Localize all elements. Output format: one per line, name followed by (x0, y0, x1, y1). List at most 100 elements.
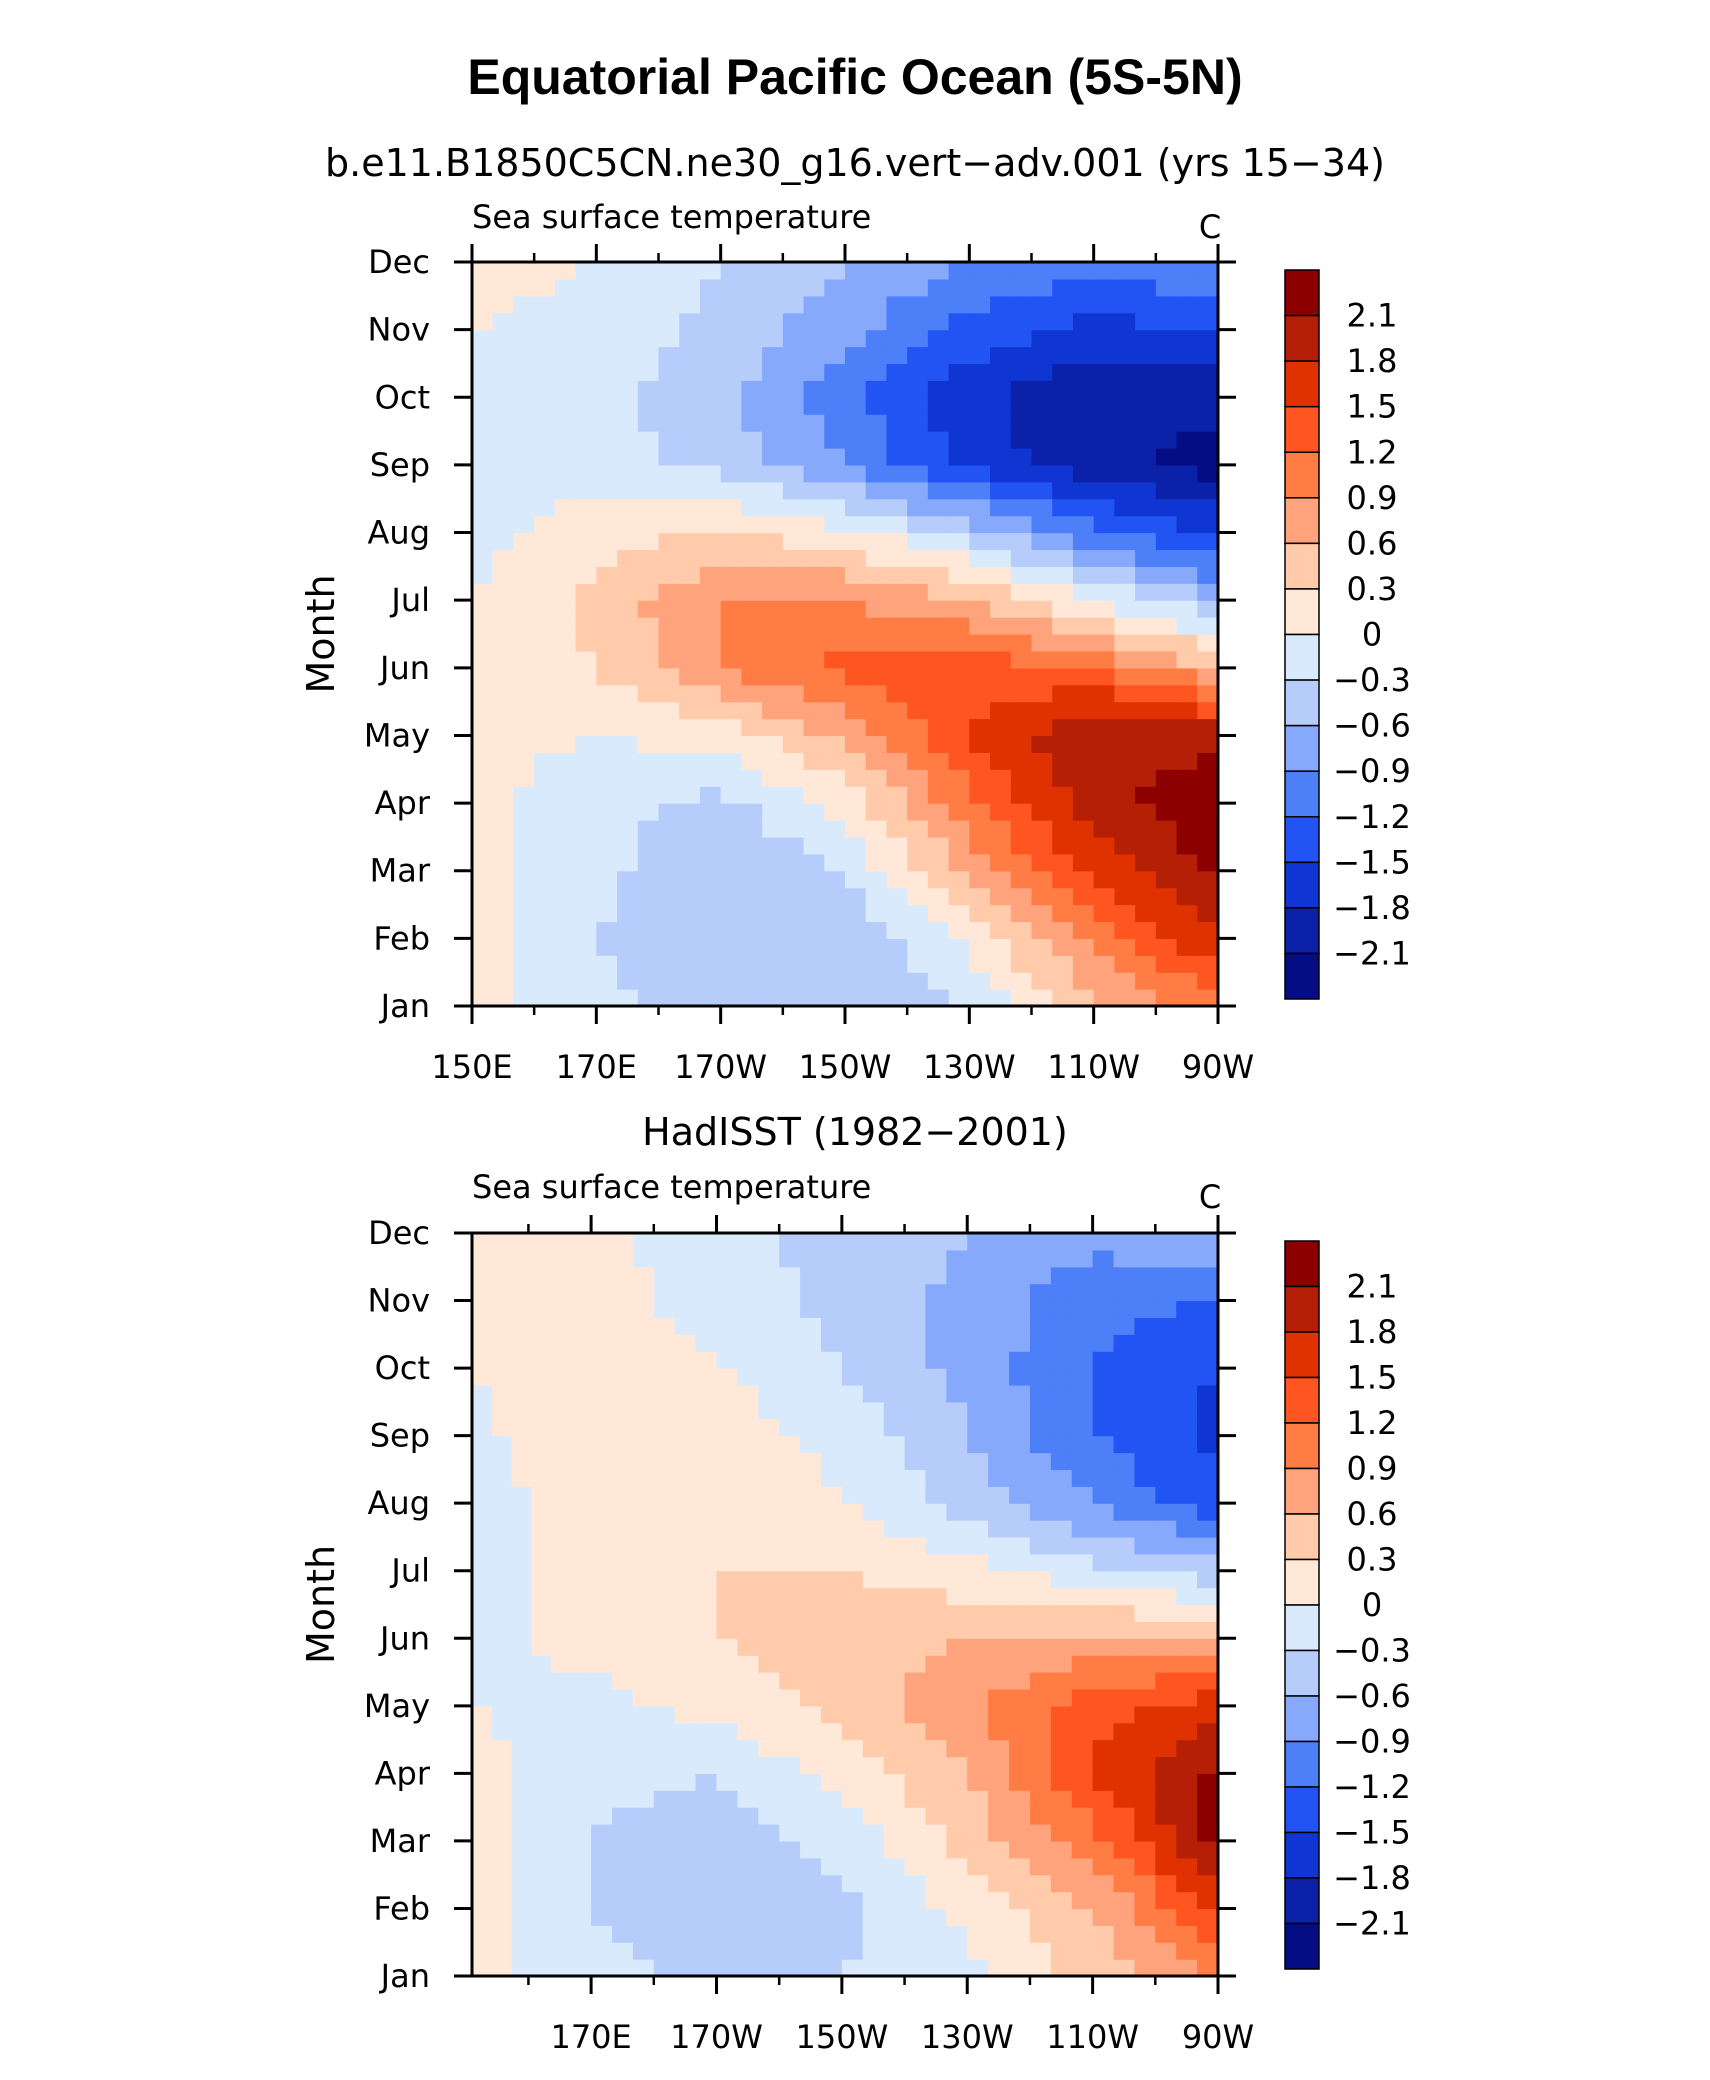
heat-cell (1009, 1435, 1031, 1454)
heat-cell (1197, 498, 1219, 517)
heat-cell (531, 1486, 552, 1504)
heat-cell (1050, 1587, 1073, 1606)
heat-cell (1092, 1705, 1115, 1724)
heat-cell (1072, 431, 1095, 449)
heat-cell (1029, 1536, 1052, 1555)
heat-cell (803, 380, 825, 398)
heat-cell (679, 295, 701, 314)
heat-cell (571, 1621, 592, 1639)
heat-cell (612, 1536, 634, 1555)
heat-cell (472, 1722, 493, 1741)
heat-cell (1071, 1384, 1094, 1403)
heat-cell (927, 786, 950, 804)
heat-cell (716, 1317, 738, 1335)
heat-cell (1093, 600, 1115, 618)
heat-cell (741, 431, 763, 449)
heat-cell (948, 600, 970, 618)
heat-cell (653, 1655, 676, 1673)
heat-cell (1135, 312, 1157, 331)
heat-cell (1176, 566, 1198, 584)
heat-cell (596, 532, 618, 551)
heat-cell (1029, 1418, 1052, 1437)
heat-cell (1155, 1452, 1177, 1471)
heat-cell (554, 346, 577, 365)
heat-cell (612, 1317, 634, 1335)
heat-cell (865, 870, 888, 889)
heat-cell (741, 566, 763, 584)
heat-cell (1176, 634, 1198, 652)
heat-cell (820, 1283, 843, 1302)
heat-cell (1072, 329, 1095, 348)
heat-cell (824, 634, 846, 652)
heat-cell (1029, 1266, 1052, 1285)
heat-cell (988, 1824, 1010, 1842)
heat-cell (1176, 769, 1198, 787)
heat-cell (1092, 1756, 1115, 1774)
heat-cell (1052, 853, 1074, 872)
heat-cell (491, 1638, 513, 1656)
heat-cell (1197, 414, 1219, 432)
heat-cell (948, 718, 970, 737)
colorbar-label: −1.5 (1333, 1814, 1411, 1852)
heat-cell (632, 1705, 655, 1724)
heat-cell (803, 803, 825, 821)
heat-cell (762, 820, 784, 838)
heat-cell (1176, 1857, 1198, 1876)
heat-cell (1155, 1655, 1177, 1673)
colorbar: 2.11.81.51.20.90.60.30−0.3−0.6−0.9−1.2−1… (1284, 1240, 1411, 1970)
heat-cell (803, 278, 825, 297)
heat-cell (658, 887, 680, 906)
heat-cell (492, 481, 515, 500)
heat-cell (1176, 701, 1198, 720)
heat-cell (720, 600, 742, 618)
heat-cell (841, 1300, 864, 1319)
heat-cell (865, 363, 888, 381)
heat-cell (803, 295, 825, 314)
heat-cell (990, 938, 1012, 956)
heat-cell (472, 1655, 493, 1673)
heat-cell (674, 1435, 697, 1454)
heat-cell (674, 1874, 697, 1893)
heat-cell (1010, 820, 1033, 838)
heat-cell (1197, 1469, 1219, 1487)
heat-cell (990, 262, 1012, 280)
heat-cell (653, 1300, 676, 1319)
heat-cell (571, 1857, 592, 1876)
heat-cell (1029, 1435, 1052, 1454)
heat-cell (1135, 701, 1157, 720)
heat-cell (720, 464, 742, 483)
heat-cell (1072, 262, 1095, 280)
heat-cell (571, 1891, 592, 1910)
heat-cell (591, 1587, 613, 1606)
heat-cell (534, 667, 556, 686)
heat-cell (1009, 1536, 1031, 1555)
heat-cell (762, 397, 784, 415)
heat-cell (612, 1790, 634, 1808)
heat-cell (803, 329, 825, 348)
heat-cell (845, 262, 867, 280)
heat-cell (1031, 380, 1053, 398)
heat-cell (492, 532, 515, 551)
heat-cell (1155, 1553, 1177, 1572)
heat-cell (969, 617, 991, 635)
heat-cell (886, 312, 908, 331)
heat-cell (720, 346, 742, 365)
heat-cell (803, 515, 825, 534)
heat-cell (904, 1722, 927, 1741)
heat-cell (1031, 312, 1053, 331)
heat-cell (491, 1604, 513, 1622)
heat-cell (472, 836, 494, 855)
heat-cell (653, 1925, 676, 1943)
heat-cell (575, 634, 597, 652)
heat-cell (699, 397, 722, 415)
heat-cell (1050, 1638, 1073, 1656)
heat-cell (967, 1807, 989, 1825)
heat-cell (1114, 803, 1136, 821)
heat-cell (1134, 1959, 1156, 1977)
heat-cell (967, 1604, 989, 1622)
heat-cell (1092, 1553, 1115, 1572)
heat-cell (907, 921, 929, 939)
heat-cell (1134, 1249, 1156, 1268)
heat-cell (1093, 380, 1115, 398)
heat-cell (591, 1908, 613, 1926)
